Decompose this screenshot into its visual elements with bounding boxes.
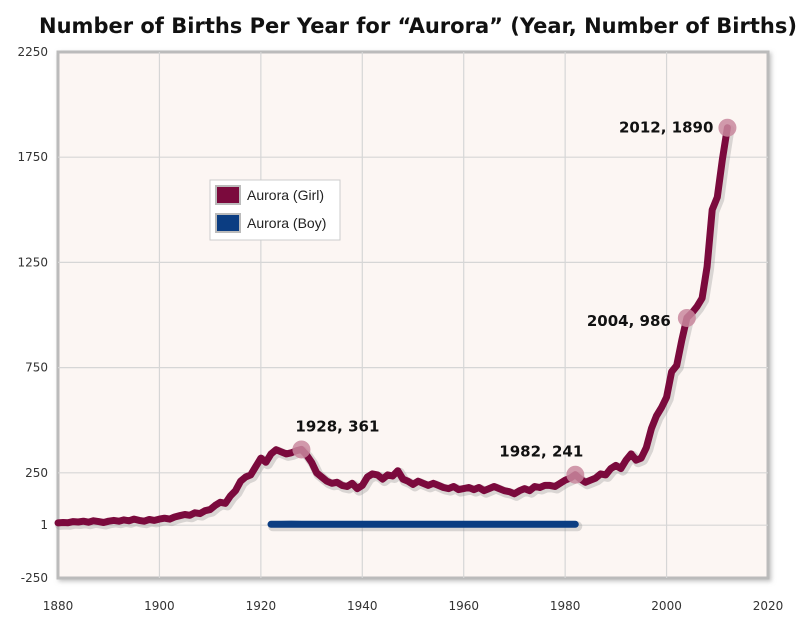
legend-item-boy[interactable]: Aurora (Boy) (215, 213, 326, 233)
x-tick-label: 1980 (550, 599, 581, 613)
series (54, 124, 735, 532)
annotation-marker[interactable] (566, 465, 585, 484)
annotation-label: 2004, 986 (587, 312, 671, 330)
legend: Aurora (Girl) Aurora (Boy) (209, 179, 341, 241)
x-tick-label: 1920 (246, 599, 277, 613)
chart-title: Number of Births Per Year for “Aurora” (… (39, 14, 797, 38)
grid (58, 52, 768, 578)
y-tick-label: 250 (25, 466, 48, 480)
x-axis: 1880 1900 1920 1940 1960 1980 2000 2020 (43, 599, 784, 613)
annotations: 1928, 361 1982, 241 2004, 986 2012, 1890 (292, 118, 737, 484)
annotation-label: 1982, 241 (499, 443, 583, 461)
y-tick-label: 2250 (17, 45, 48, 59)
legend-label-girl: Aurora (Girl) (247, 187, 324, 203)
x-tick-label: 2020 (753, 599, 784, 613)
annotation-label: 2012, 1890 (619, 119, 713, 137)
legend-item-girl[interactable]: Aurora (Girl) (215, 185, 324, 205)
y-tick-label: 750 (25, 361, 48, 375)
y-tick-label: 1750 (17, 150, 48, 164)
legend-label-boy: Aurora (Boy) (247, 215, 326, 231)
x-tick-label: 2000 (651, 599, 682, 613)
series-line-girl[interactable] (54, 124, 731, 527)
y-tick-label: 1250 (17, 255, 48, 269)
annotation-label: 1928, 361 (295, 417, 379, 435)
annotation-marker[interactable] (677, 308, 696, 327)
y-tick-label: -250 (21, 571, 48, 585)
x-tick-label: 1880 (43, 599, 74, 613)
x-tick-label: 1900 (144, 599, 175, 613)
y-tick-label: 1 (40, 518, 48, 532)
x-tick-label: 1940 (347, 599, 378, 613)
annotation-marker[interactable] (718, 118, 737, 137)
plot-area (56, 50, 770, 580)
legend-swatch-boy (215, 213, 241, 233)
legend-swatch-girl (215, 185, 241, 205)
x-tick-label: 1960 (448, 599, 479, 613)
annotation-marker[interactable] (292, 440, 311, 459)
